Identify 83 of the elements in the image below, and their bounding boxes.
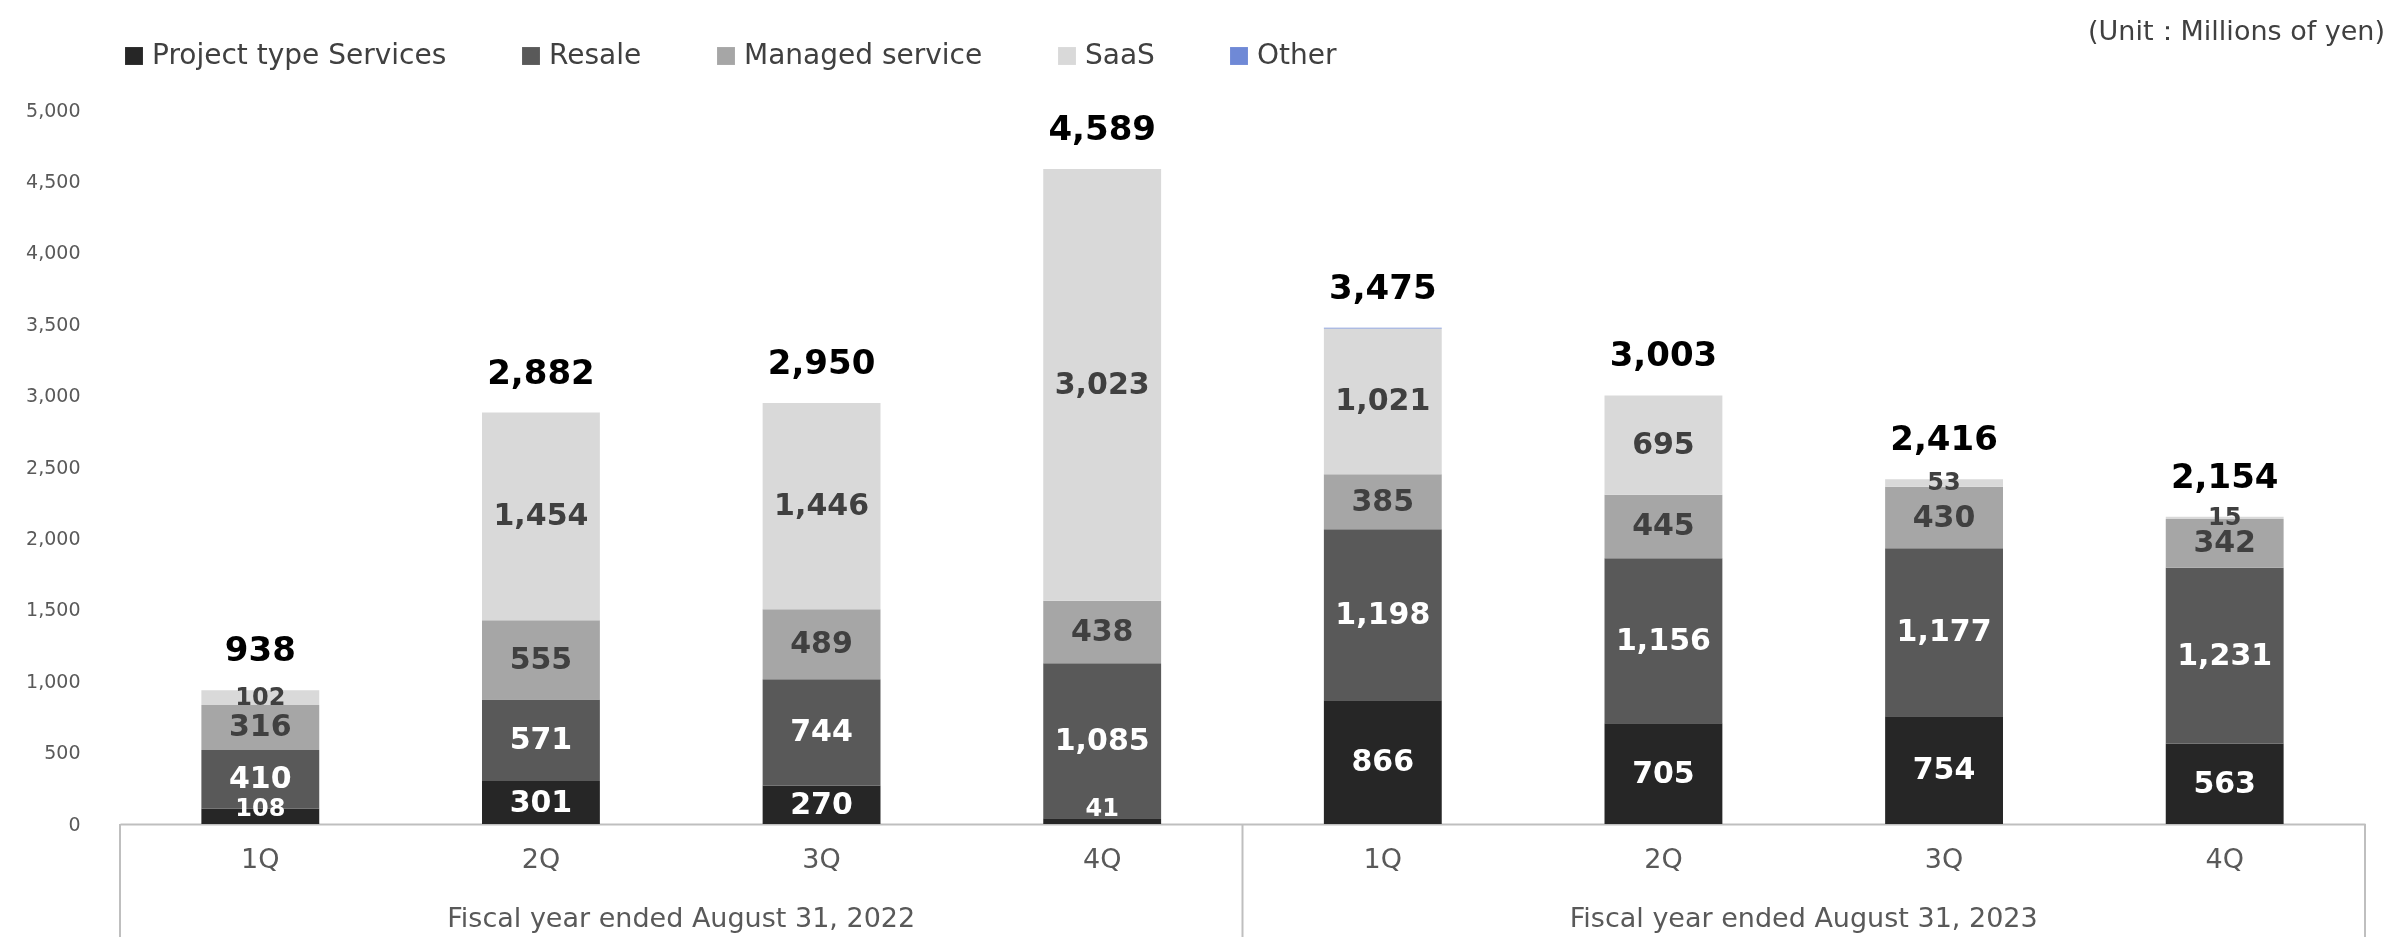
y-tick-label: 2,500 bbox=[26, 455, 81, 478]
bar bbox=[1604, 395, 1723, 495]
data-label: 1,177 bbox=[1896, 613, 1992, 649]
x-tick-label: 1Q bbox=[241, 842, 280, 874]
bar bbox=[482, 699, 600, 782]
text: (Unit：Millions of yen) bbox=[2088, 15, 2385, 46]
x-tick-label: 3Q bbox=[802, 842, 841, 874]
data-label: 410 bbox=[229, 760, 292, 796]
y-tick-label: 5,000 bbox=[26, 98, 81, 121]
data-label: 1,231 bbox=[2177, 636, 2273, 672]
legend-label: Resale bbox=[549, 38, 642, 71]
bar bbox=[1885, 716, 2003, 824]
data-label: 1,198 bbox=[1335, 595, 1431, 631]
y-tick-label: 4,500 bbox=[26, 169, 81, 192]
y-tick-label: 2,000 bbox=[26, 526, 81, 549]
bar bbox=[2165, 743, 2284, 824]
bar bbox=[1043, 818, 1162, 824]
data-label: 53 bbox=[1927, 468, 1961, 497]
legend-label: Other bbox=[1257, 38, 1337, 71]
y-tick-label: 3,000 bbox=[26, 384, 81, 407]
data-label: 438 bbox=[1070, 612, 1134, 648]
y-tick-label: 4,000 bbox=[26, 241, 81, 264]
bar bbox=[1043, 168, 1162, 601]
x-tick-label: 2Q bbox=[1644, 842, 1683, 874]
bar bbox=[1323, 529, 1442, 701]
bar bbox=[1604, 558, 1723, 724]
legend-label: Managed service bbox=[744, 38, 983, 71]
bar bbox=[1323, 328, 1442, 475]
y-tick-label: 0 bbox=[68, 812, 81, 835]
total-label: 3,003 bbox=[1609, 334, 1718, 375]
y-tick-label: 3,500 bbox=[26, 312, 81, 335]
bar bbox=[482, 412, 600, 621]
data-label: 1,156 bbox=[1615, 621, 1711, 657]
x-tick-label: 4Q bbox=[2205, 842, 2244, 874]
total-label: 2,950 bbox=[767, 341, 876, 382]
data-label: 1,454 bbox=[493, 497, 589, 533]
legend-label: SaaS bbox=[1085, 38, 1155, 71]
y-tick-label: 1,500 bbox=[26, 598, 81, 621]
bar bbox=[1604, 723, 1723, 824]
data-label: 1,085 bbox=[1054, 721, 1150, 757]
legend-label: Project type Services bbox=[152, 38, 447, 71]
data-label: 445 bbox=[1632, 507, 1695, 543]
total-label: 2,154 bbox=[2170, 455, 2279, 496]
bar bbox=[1885, 548, 2003, 717]
data-label: 385 bbox=[1351, 482, 1415, 518]
x-tick-label: 4Q bbox=[1082, 842, 1122, 874]
data-label: 3,023 bbox=[1054, 365, 1150, 401]
bar bbox=[482, 620, 600, 700]
data-label: 563 bbox=[2193, 764, 2256, 800]
y-tick-label: 500 bbox=[44, 741, 81, 764]
bar bbox=[762, 402, 881, 610]
data-label: 316 bbox=[229, 708, 292, 744]
data-label: 695 bbox=[1632, 426, 1695, 462]
x-tick-label: 3Q bbox=[1924, 842, 1964, 874]
bar bbox=[762, 679, 881, 786]
data-label: 430 bbox=[1912, 498, 1976, 534]
x-tick-label: 1Q bbox=[1363, 842, 1403, 874]
data-label: 555 bbox=[509, 640, 573, 676]
text: Fiscal year ended August 31, 2022 bbox=[447, 902, 916, 933]
data-label: 744 bbox=[790, 713, 853, 749]
bar bbox=[1043, 663, 1162, 819]
data-label: 1,021 bbox=[1335, 382, 1431, 418]
total-label: 3,475 bbox=[1329, 266, 1437, 307]
text: Fiscal year ended August 31, 2023 bbox=[1569, 902, 2038, 933]
bar bbox=[1323, 700, 1442, 824]
y-tick-label: 1,000 bbox=[26, 669, 81, 692]
total-label: 4,589 bbox=[1048, 107, 1156, 148]
data-label: 489 bbox=[790, 625, 853, 661]
data-label: 301 bbox=[509, 783, 573, 819]
data-label: 571 bbox=[509, 721, 573, 757]
x-tick-label: 2Q bbox=[521, 842, 561, 874]
data-label: 41 bbox=[1085, 794, 1119, 822]
data-label: 270 bbox=[790, 785, 853, 821]
bar bbox=[2165, 567, 2284, 744]
data-label: 754 bbox=[1912, 751, 1976, 787]
total-label: 938 bbox=[224, 629, 296, 670]
data-label: 866 bbox=[1351, 743, 1415, 779]
total-label: 2,416 bbox=[1890, 418, 1998, 459]
data-label: 705 bbox=[1632, 754, 1695, 790]
data-label: 108 bbox=[235, 794, 286, 822]
data-label: 1,446 bbox=[774, 487, 870, 523]
data-label: 102 bbox=[235, 682, 286, 711]
total-label: 2,882 bbox=[487, 351, 595, 392]
